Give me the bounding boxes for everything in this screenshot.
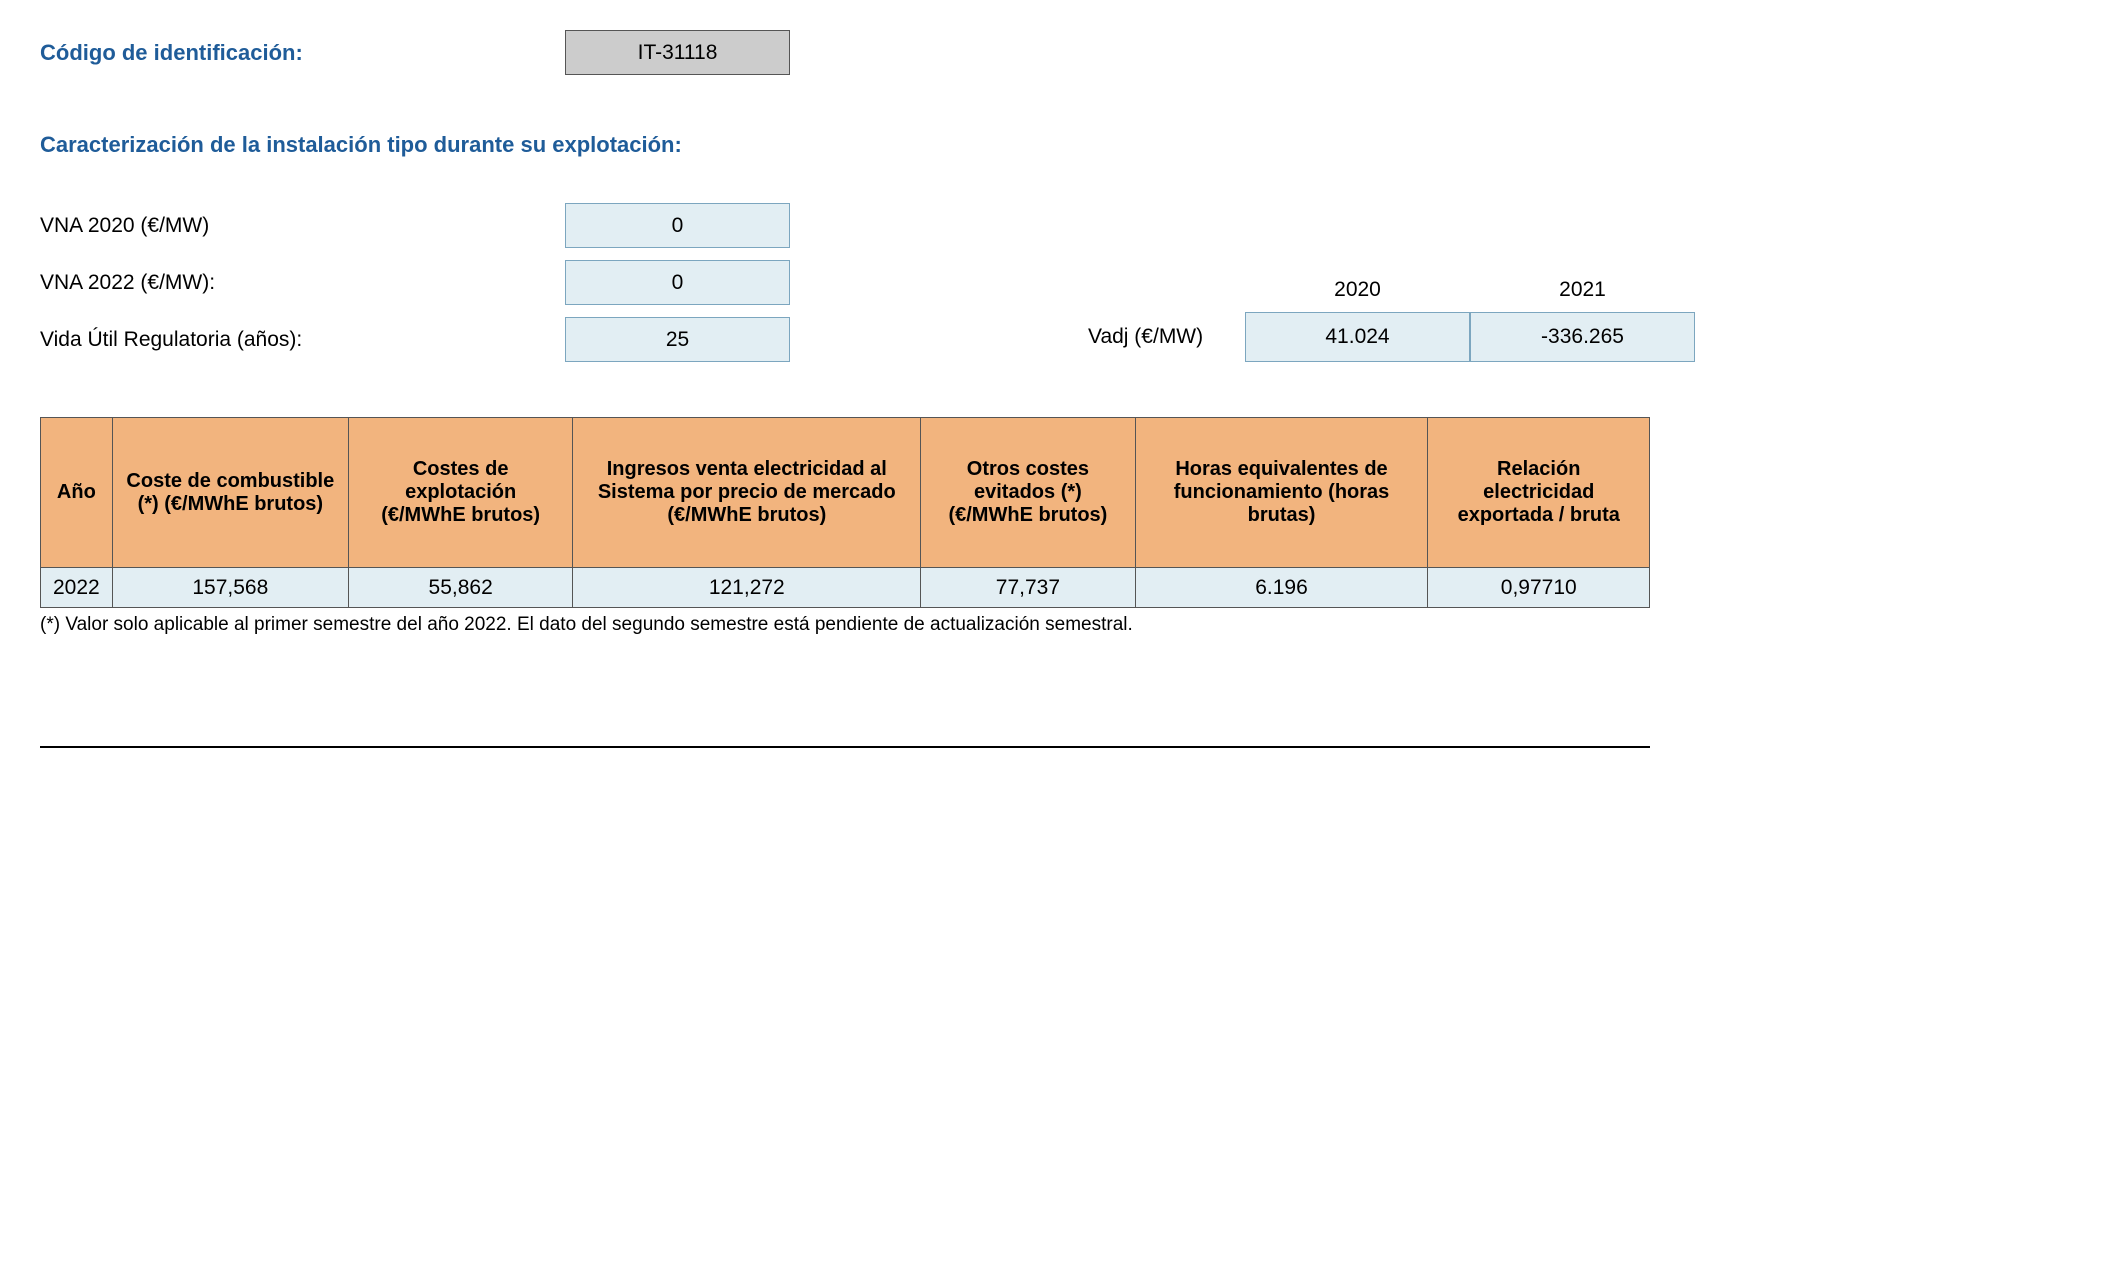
vna2020-label: VNA 2020 (€/MW): [40, 214, 565, 238]
vadj-spacer: [1080, 267, 1245, 312]
cell-0-4: 77,737: [921, 568, 1135, 608]
cell-0-0: 2022: [41, 568, 113, 608]
vna2022-value: 0: [565, 260, 790, 305]
col-5: Horas equivalentes de funcionamiento (ho…: [1135, 418, 1428, 568]
vida-value: 25: [565, 317, 790, 362]
vida-label: Vida Útil Regulatoria (años):: [40, 328, 565, 352]
vadj-value-0: 41.024: [1245, 312, 1470, 362]
col-2: Costes de explotación (€/MWhE brutos): [348, 418, 572, 568]
vadj-table: 2020 2021 Vadj (€/MW) 41.024 -336.265: [1080, 267, 1695, 362]
col-0: Año: [41, 418, 113, 568]
col-1: Coste de combustible (*) (€/MWhE brutos): [112, 418, 348, 568]
id-value-box: IT-31118: [565, 30, 790, 75]
cell-0-1: 157,568: [112, 568, 348, 608]
col-4: Otros costes evitados (*) (€/MWhE brutos…: [921, 418, 1135, 568]
cell-0-6: 0,97710: [1428, 568, 1650, 608]
table-row: 2022 157,568 55,862 121,272 77,737 6.196…: [41, 568, 1650, 608]
col-3: Ingresos venta electricidad al Sistema p…: [573, 418, 921, 568]
cell-0-2: 55,862: [348, 568, 572, 608]
divider-line: [40, 746, 1650, 748]
vadj-label: Vadj (€/MW): [1080, 315, 1245, 360]
table-header-row: Año Coste de combustible (*) (€/MWhE bru…: [41, 418, 1650, 568]
main-data-table: Año Coste de combustible (*) (€/MWhE bru…: [40, 417, 1650, 608]
vna2022-label: VNA 2022 (€/MW):: [40, 271, 565, 295]
vadj-year-1: 2021: [1470, 267, 1695, 312]
cell-0-5: 6.196: [1135, 568, 1428, 608]
footnote: (*) Valor solo aplicable al primer semes…: [40, 614, 2086, 636]
vadj-value-1: -336.265: [1470, 312, 1695, 362]
section-title: Caracterización de la instalación tipo d…: [40, 132, 2086, 158]
vna2020-value: 0: [565, 203, 790, 248]
cell-0-3: 121,272: [573, 568, 921, 608]
vadj-year-0: 2020: [1245, 267, 1470, 312]
id-label: Código de identificación:: [40, 40, 565, 66]
col-6: Relación electricidad exportada / bruta: [1428, 418, 1650, 568]
